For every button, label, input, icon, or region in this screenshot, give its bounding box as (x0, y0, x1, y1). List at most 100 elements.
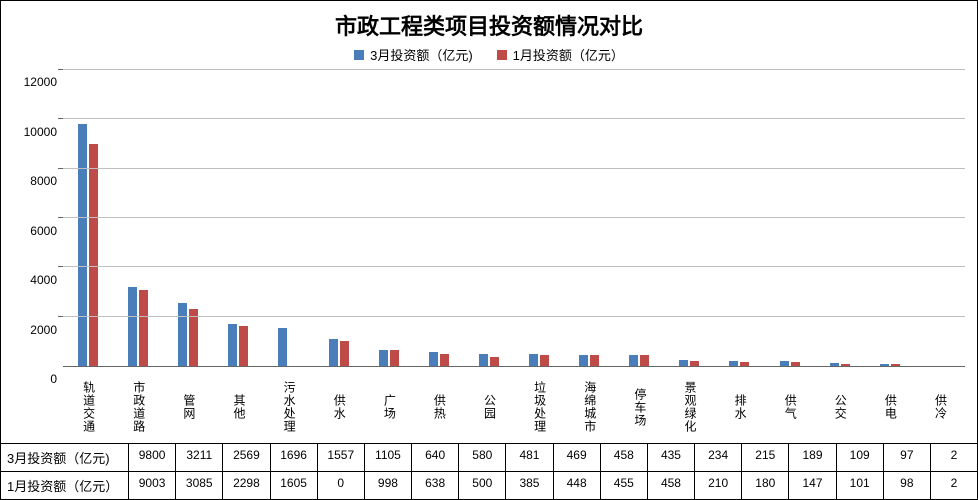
x-tick-label: 公交 (815, 371, 865, 443)
row-label-0: 3月投资额（亿元) (1, 444, 129, 471)
bar-series-0 (329, 339, 338, 366)
bar-group (865, 70, 915, 366)
bar-series-0 (830, 363, 839, 366)
cell: 998 (365, 472, 412, 499)
cell: 2 (931, 444, 977, 471)
x-tick-label: 轨道交通 (63, 371, 113, 443)
cell: 580 (459, 444, 506, 471)
bar-group (614, 70, 664, 366)
grid-line (63, 69, 965, 70)
bar-series-1 (340, 341, 349, 366)
cell: 458 (601, 444, 648, 471)
cell: 3085 (176, 472, 223, 499)
bar-series-0 (579, 355, 588, 366)
cell: 210 (695, 472, 742, 499)
y-axis: 020004000600080001000012000 (9, 70, 63, 367)
cell: 481 (506, 444, 553, 471)
cell: 500 (459, 472, 506, 499)
legend-item-series-0: 3月投资额（亿元) (354, 45, 473, 64)
cell: 1105 (365, 444, 412, 471)
bar-series-1 (690, 361, 699, 366)
x-tick-label: 其他 (213, 371, 263, 443)
cell: 638 (412, 472, 459, 499)
x-axis: 轨道交通市政道路管网其他污水处理供水广场供热公园垃圾处理海绵城市停车场景观绿化排… (1, 367, 977, 443)
x-tick-label: 管网 (163, 371, 213, 443)
x-tick-label: 供水 (314, 371, 364, 443)
bar-series-1 (440, 354, 449, 366)
cell: 2298 (223, 472, 270, 499)
x-tick-label: 供冷 (915, 371, 965, 443)
bar-series-0 (178, 303, 187, 366)
cell: 2569 (223, 444, 270, 471)
bar-series-1 (841, 364, 850, 366)
y-tick-mark (58, 69, 63, 70)
bar-series-0 (479, 354, 488, 366)
bar-group (163, 70, 213, 366)
x-tick-label: 污水处理 (263, 371, 313, 443)
bar-series-1 (139, 290, 148, 366)
row-cells-0: 9800321125691696155711056405804814694584… (129, 444, 977, 471)
bar-series-1 (740, 362, 749, 366)
bar-series-0 (529, 354, 538, 366)
bar-groups (63, 70, 965, 366)
x-tick-label: 供气 (765, 371, 815, 443)
bar-group (63, 70, 113, 366)
x-tick-label: 供热 (414, 371, 464, 443)
bar-group (314, 70, 364, 366)
bar-group (213, 70, 263, 366)
cell: 385 (506, 472, 553, 499)
cell: 640 (412, 444, 459, 471)
bar-series-1 (791, 362, 800, 366)
bar-group (113, 70, 163, 366)
bar-series-1 (490, 357, 499, 366)
bar-series-0 (880, 364, 889, 366)
row-cells-1: 9003308522981605099863850038544845545821… (129, 472, 977, 499)
bar-group (364, 70, 414, 366)
bar-group (514, 70, 564, 366)
legend-swatch-0 (354, 50, 364, 60)
bar-series-1 (640, 355, 649, 366)
bar-series-0 (128, 287, 137, 366)
data-table: 3月投资额（亿元) 980032112569169615571105640580… (1, 443, 977, 499)
y-tick-mark (58, 316, 63, 317)
table-row: 1月投资额（亿元） 900330852298160509986385003854… (1, 472, 977, 499)
cell: 455 (601, 472, 648, 499)
bar-series-0 (679, 360, 688, 366)
grid-line (63, 168, 965, 169)
legend: 3月投资额（亿元) 1月投资额（亿元） (1, 45, 977, 70)
cell: 1557 (318, 444, 365, 471)
bar-group (915, 70, 965, 366)
y-tick-mark (58, 168, 63, 169)
bar-group (564, 70, 614, 366)
table-row: 3月投资额（亿元) 980032112569169615571105640580… (1, 444, 977, 472)
bar-group (464, 70, 514, 366)
bar-series-1 (540, 355, 549, 366)
bar-group (414, 70, 464, 366)
legend-label-0: 3月投资额（亿元) (370, 45, 473, 64)
cell: 147 (789, 472, 836, 499)
bar-series-0 (429, 352, 438, 366)
x-tick-label: 市政道路 (113, 371, 163, 443)
cell: 215 (742, 444, 789, 471)
grid-line (63, 266, 965, 267)
bar-series-1 (390, 350, 399, 366)
x-tick-label: 公园 (464, 371, 514, 443)
bar-series-0 (780, 361, 789, 366)
bar-series-0 (629, 355, 638, 366)
x-tick-label: 停车场 (614, 371, 664, 443)
bar-series-0 (228, 324, 237, 366)
bar-series-0 (379, 350, 388, 366)
grid-line (63, 316, 965, 317)
bar-series-1 (189, 309, 198, 366)
x-tick-label: 景观绿化 (664, 371, 714, 443)
cell: 435 (648, 444, 695, 471)
cell: 469 (554, 444, 601, 471)
bar-series-0 (78, 124, 87, 366)
cell: 1605 (271, 472, 318, 499)
grid-line (63, 217, 965, 218)
cell: 101 (837, 472, 884, 499)
legend-item-series-1: 1月投资额（亿元） (497, 45, 624, 64)
bar-group (815, 70, 865, 366)
cell: 448 (554, 472, 601, 499)
y-tick-mark (58, 118, 63, 119)
